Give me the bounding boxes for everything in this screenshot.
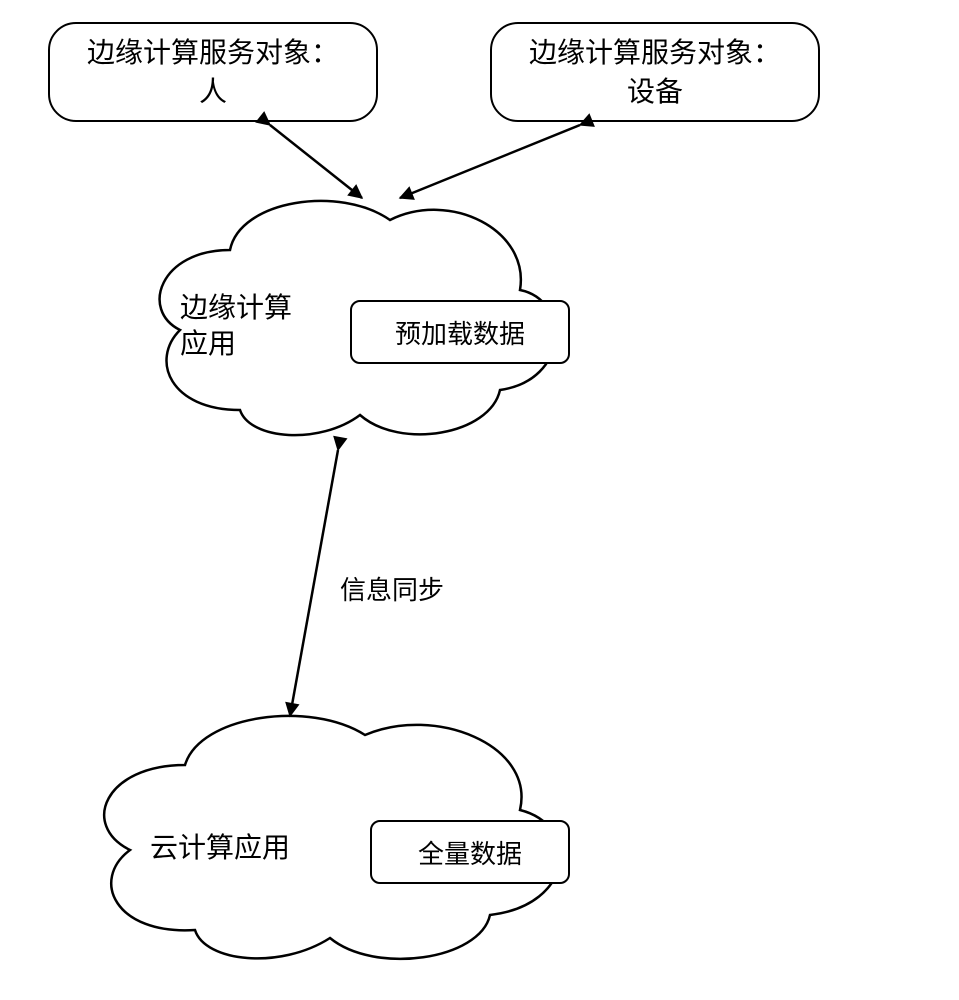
node-service-person-line2: 人 <box>199 72 227 111</box>
edge-cloud-label-line2: 应用 <box>180 326 292 362</box>
cloud-compute-label: 云计算应用 <box>150 830 290 866</box>
edge-cloud-label-line1: 边缘计算 <box>180 290 292 326</box>
node-service-device-line1: 边缘计算服务对象： <box>529 33 781 72</box>
cloud-compute-label-text: 云计算应用 <box>150 832 290 863</box>
edge-label-sync: 信息同步 <box>340 570 444 607</box>
cloud-compute-inner-label: 全量数据 <box>418 834 522 871</box>
edge-cloud-inner-label: 预加载数据 <box>395 314 525 351</box>
diagram-root: 边缘计算服务对象： 人 边缘计算服务对象： 设备 边缘计算 应用 预加载数据 云… <box>0 0 959 1000</box>
edge-cloud-label: 边缘计算 应用 <box>180 290 292 363</box>
edge-cloud-inner-box: 预加载数据 <box>350 300 570 364</box>
edge-edgecloud-to-cloud <box>290 450 338 716</box>
cloud-compute-inner-box: 全量数据 <box>370 820 570 884</box>
node-service-person: 边缘计算服务对象： 人 <box>48 22 378 122</box>
node-service-device: 边缘计算服务对象： 设备 <box>490 22 820 122</box>
node-service-device-line2: 设备 <box>627 72 683 111</box>
node-service-person-line1: 边缘计算服务对象： <box>87 33 339 72</box>
